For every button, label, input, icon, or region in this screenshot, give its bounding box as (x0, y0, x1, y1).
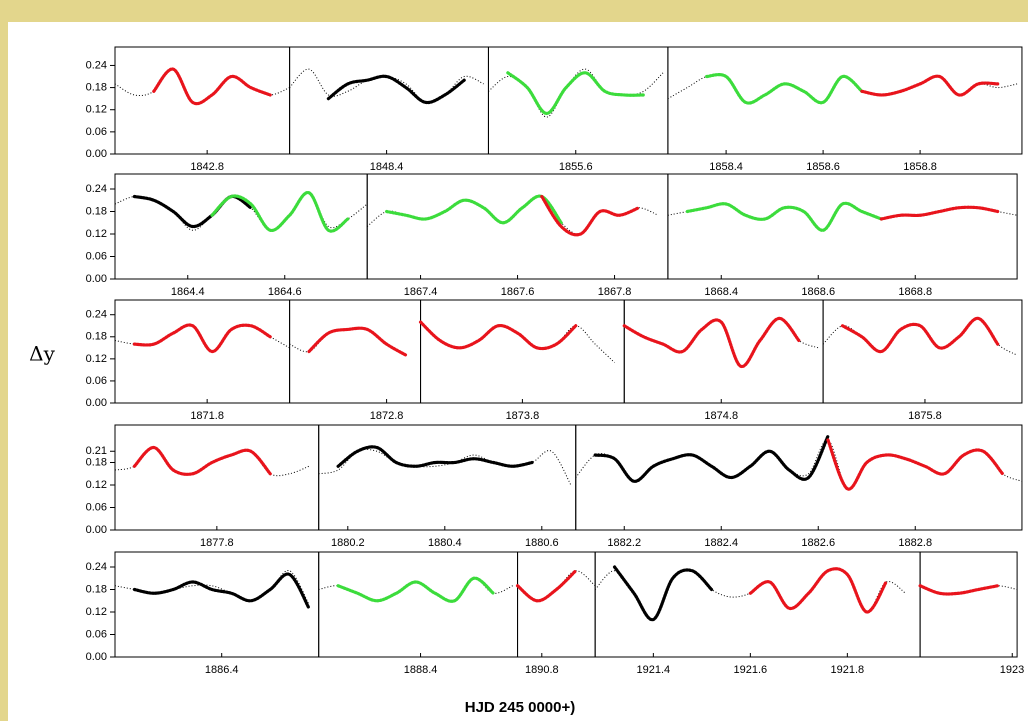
x-tick-label: 1864.4 (171, 286, 205, 298)
observation-series (748, 567, 888, 614)
observation-series (326, 74, 466, 105)
x-tick-label: 1882.2 (607, 537, 641, 549)
observation-series (515, 569, 578, 603)
y-tick-label: 0.06 (86, 628, 107, 640)
y-tick-label: 0.06 (86, 501, 107, 513)
x-tick-label: 1867.4 (404, 286, 438, 298)
observation-series (385, 194, 563, 225)
x-tick-label: 1867.6 (501, 286, 535, 298)
y-tick-label: 0.24 (86, 59, 107, 71)
y-tick-label: 0.00 (86, 524, 107, 536)
observation-series (879, 205, 1000, 221)
x-tick-label: 1888.4 (404, 664, 438, 676)
x-tick-label: 1923 (1000, 664, 1024, 676)
y-tick-label: 0.12 (86, 479, 107, 491)
y-tick-label: 0.18 (86, 456, 107, 468)
observation-series (540, 194, 641, 237)
y-tick-label: 0.06 (86, 375, 107, 387)
observation-series (418, 320, 578, 351)
x-tick-label: 1864.6 (268, 286, 302, 298)
x-tick-label: 1858.6 (806, 161, 840, 173)
x-tick-label: 1871.8 (190, 410, 224, 422)
x-tick-label: 1890.8 (525, 664, 559, 676)
x-tick-label: 1868.6 (801, 286, 835, 298)
y-tick-label: 0.24 (86, 309, 107, 321)
observation-series (622, 316, 801, 368)
observation-series (826, 438, 1005, 491)
x-tick-label: 1921.8 (831, 664, 865, 676)
observation-series (132, 572, 311, 610)
panel-frame (822, 299, 1023, 404)
panel-frame (667, 46, 1023, 155)
panel-frame (667, 173, 1018, 280)
y-tick-label: 0.00 (86, 273, 107, 285)
observation-series (152, 67, 272, 106)
y-tick-label: 0.18 (86, 205, 107, 217)
x-tick-label: 1882.6 (801, 537, 835, 549)
y-tick-label: 0.06 (86, 250, 107, 262)
x-tick-label: 1867.8 (598, 286, 632, 298)
y-tick-label: 0.18 (86, 331, 107, 343)
y-tick-label: 0.18 (86, 583, 107, 595)
x-tick-label: 1880.4 (428, 537, 462, 549)
y-tick-label: 0.12 (86, 606, 107, 618)
y-tick-label: 0.00 (86, 397, 107, 409)
model-curve (488, 68, 664, 118)
observation-series (918, 584, 1000, 596)
observation-series (132, 323, 272, 354)
x-tick-label: 1868.4 (704, 286, 738, 298)
observation-series (612, 565, 714, 622)
y-tick-label: 0.12 (86, 353, 107, 365)
x-tick-label: 1882.4 (704, 537, 738, 549)
panel-frame (919, 551, 1018, 658)
y-tick-label: 0.21 (86, 445, 107, 457)
observation-series (685, 201, 883, 232)
x-tick-label: 1921.6 (734, 664, 768, 676)
x-tick-label: 1842.8 (190, 161, 224, 173)
y-tick-label: 0.24 (86, 561, 107, 573)
x-tick-label: 1874.8 (704, 410, 738, 422)
y-tick-label: 0.24 (86, 183, 107, 195)
y-tick-label: 0.00 (86, 148, 107, 160)
x-tick-label: 1873.8 (506, 410, 540, 422)
observation-series (705, 73, 864, 105)
observation-series (860, 74, 1000, 97)
x-tick-label: 1880.2 (331, 537, 365, 549)
x-tick-label: 1880.6 (525, 537, 559, 549)
y-tick-label: 0.18 (86, 81, 107, 93)
observation-series (506, 71, 646, 116)
model-curve (517, 570, 596, 602)
y-tick-label: 0.12 (86, 228, 107, 240)
x-axis-title: HJD 245 0000+) (465, 699, 576, 716)
observation-series (307, 326, 408, 357)
x-tick-label: 1921.4 (637, 664, 671, 676)
observation-series (593, 434, 830, 483)
x-tick-label: 1882.8 (898, 537, 932, 549)
observation-series (840, 316, 1000, 354)
y-axis-title: Δy (29, 342, 55, 366)
x-tick-label: 1875.8 (908, 410, 942, 422)
x-tick-label: 1877.8 (200, 537, 234, 549)
y-tick-label: 0.00 (86, 651, 107, 663)
x-tick-label: 1848.4 (370, 161, 404, 173)
x-tick-label: 1858.4 (709, 161, 743, 173)
x-tick-label: 1872.8 (370, 410, 404, 422)
y-tick-label: 0.12 (86, 104, 107, 116)
x-tick-label: 1886.4 (205, 664, 239, 676)
observation-series (132, 445, 272, 476)
observation-series (336, 576, 495, 603)
observation-series (336, 445, 534, 468)
x-tick-label: 1858.8 (903, 161, 937, 173)
x-tick-label: 1855.6 (559, 161, 593, 173)
observation-series (210, 191, 350, 233)
y-tick-label: 0.06 (86, 126, 107, 138)
x-tick-label: 1868.8 (898, 286, 932, 298)
